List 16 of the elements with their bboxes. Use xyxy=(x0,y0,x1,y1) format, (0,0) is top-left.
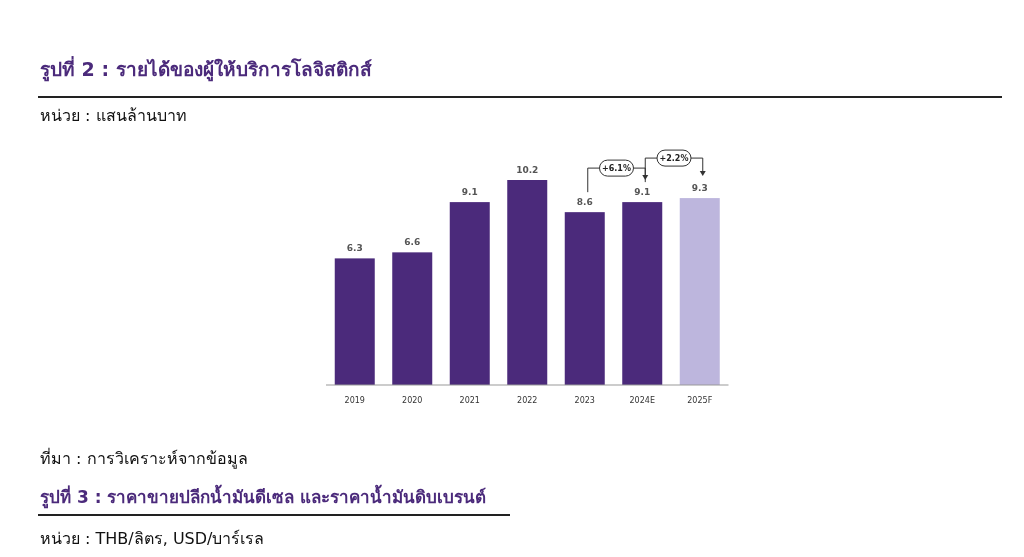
x-tick-label: 2022 xyxy=(517,396,538,405)
x-tick-label: 2019 xyxy=(344,396,365,405)
x-tick-label: 2024E xyxy=(629,396,655,405)
x-tick-label: 2023 xyxy=(574,396,595,405)
data-label: 9.3 xyxy=(691,183,708,194)
subtitle: หน่วย : แสนล้านบาท xyxy=(40,106,187,125)
data-label: 8.6 xyxy=(576,197,593,208)
data-label: 9.1 xyxy=(461,187,478,198)
title: รูปที่ 2 : รายได้ของผู้ให้บริการโลจิสติกส์ xyxy=(40,58,372,80)
x-tick-label: 2025F xyxy=(687,396,713,405)
x-tick-label: 2021 xyxy=(459,396,480,405)
data-label: 6.3 xyxy=(346,243,363,254)
data-label: 6.6 xyxy=(404,237,421,248)
data-label: 10.2 xyxy=(516,165,539,175)
x-tick-label: 2020 xyxy=(402,396,423,405)
data-label: 9.1 xyxy=(634,187,651,198)
